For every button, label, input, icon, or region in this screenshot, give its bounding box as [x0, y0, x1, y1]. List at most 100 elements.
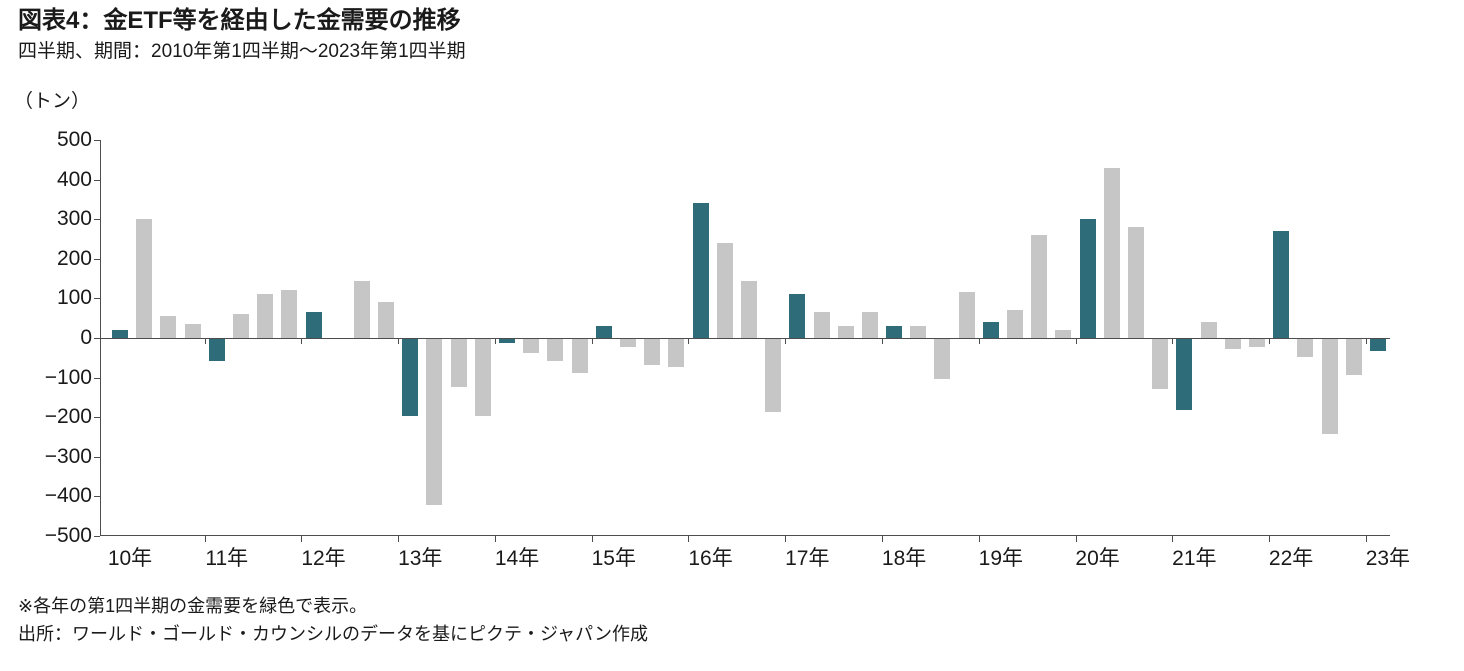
bar-y18-q4 [958, 292, 975, 338]
bar-y16-q3 [740, 280, 757, 338]
x-axis-year-tick [204, 535, 206, 542]
bar-y13-q1 [402, 339, 419, 417]
y-axis-tick [94, 219, 100, 221]
bar-y16-q1 [692, 203, 709, 338]
bar-y15-q2 [619, 339, 636, 347]
x-axis-year-tick [688, 535, 690, 542]
bar-y10-q2 [136, 219, 153, 338]
y-axis-tick [94, 298, 100, 300]
y-axis-tick [94, 377, 100, 379]
zero-line-year-tick [1365, 339, 1367, 344]
y-axis-tick [94, 456, 100, 458]
x-axis-year-tick [494, 535, 496, 542]
bar-y10-q1 [112, 330, 128, 338]
bar-y21-q3 [1224, 339, 1241, 349]
bar-y19-q4 [1055, 330, 1072, 338]
chart-title: 図表4：金ETF等を経由した金需要の推移 [18, 7, 461, 34]
footnote: ※各年の第1四半期の金需要を緑色で表示。 [18, 596, 368, 616]
x-axis-year-tick [978, 535, 980, 542]
x-axis-tick-label: 18年 [881, 547, 927, 570]
bar-y20-q3 [1127, 227, 1144, 338]
bar-y12-q4 [378, 302, 395, 338]
bar-y20-q2 [1103, 167, 1120, 338]
y-axis-tick-label: 0 [80, 326, 92, 349]
y-axis-tick-label: −200 [44, 405, 92, 429]
x-axis-year-tick [1269, 535, 1271, 542]
zero-line-year-tick [591, 339, 593, 344]
zero-line-year-tick [204, 339, 206, 344]
x-axis-year-tick [1075, 535, 1077, 542]
y-axis-tick-label: 400 [56, 167, 92, 191]
bar-y21-q4 [1248, 339, 1265, 347]
x-axis-line [100, 535, 1390, 536]
y-axis-tick [94, 338, 100, 339]
x-axis-tick-label: 10年 [107, 547, 153, 570]
bar-y13-q3 [450, 339, 467, 387]
x-axis-tick-label: 11年 [205, 547, 249, 570]
bar-y12-q3 [353, 280, 370, 338]
y-axis-tick-label: 100 [56, 286, 92, 310]
y-axis-tick-label: −400 [44, 484, 92, 508]
zero-line-year-tick [301, 339, 303, 344]
zero-line-year-tick [1075, 339, 1077, 344]
bar-y21-q1 [1176, 339, 1193, 411]
y-axis-tick [94, 536, 100, 537]
bar-y11-q4 [281, 290, 298, 338]
source-note: 出所：ワールド・ゴールド・カウンシルのデータを基にピクテ・ジャパン作成 [18, 624, 648, 644]
y-axis-tick [94, 496, 100, 498]
bar-y19-q2 [1007, 310, 1024, 338]
bar-y13-q4 [474, 339, 491, 417]
bar-y16-q2 [716, 242, 733, 338]
bar-y19-q1 [982, 322, 999, 338]
zero-axis-line [100, 338, 1390, 339]
y-axis-tick [94, 140, 100, 141]
x-axis-tick-label: 14年 [494, 547, 540, 570]
bar-y17-q2 [813, 312, 830, 338]
bar-y15-q4 [668, 339, 685, 367]
x-axis-year-tick [301, 535, 303, 542]
bar-y11-q1 [208, 339, 225, 361]
y-axis-tick-labels: 500 400 300 200 100 0 −100 −200 −300 −400 −500 [0, 128, 92, 547]
y-axis-unit-label: （トン） [14, 91, 91, 112]
x-axis-year-tick [881, 535, 883, 542]
x-axis-year-tick [591, 535, 593, 542]
x-axis-tick-label: 13年 [398, 547, 443, 570]
zero-line-year-tick [1269, 339, 1271, 344]
bar-y11-q2 [232, 314, 249, 338]
x-axis-tick-label: 23年 [1365, 547, 1411, 570]
bar-y18-q2 [910, 326, 927, 338]
bar-y13-q2 [426, 339, 443, 506]
zero-line-year-tick [881, 339, 883, 344]
bar-y22-q2 [1297, 339, 1314, 357]
bar-y16-q4 [765, 339, 782, 413]
bar-y18-q1 [886, 326, 903, 338]
bar-y14-q2 [523, 339, 540, 353]
bar-y19-q3 [1031, 235, 1048, 338]
x-axis-tick-label: 20年 [1075, 547, 1120, 570]
bar-y11-q3 [257, 294, 274, 338]
bar-y14-q1 [499, 339, 516, 343]
x-axis-year-tick [785, 535, 787, 542]
y-axis-tick-label: −100 [44, 365, 92, 389]
bar-y21-q2 [1200, 322, 1217, 338]
bar-y10-q4 [184, 324, 201, 338]
bar-y22-q1 [1273, 231, 1290, 338]
x-axis-year-tick [1172, 535, 1174, 542]
zero-line-year-tick [398, 339, 400, 344]
x-axis-tick-label: 15年 [591, 547, 636, 570]
y-axis-tick-label: −500 [44, 524, 92, 547]
bar-y17-q4 [861, 312, 878, 338]
y-axis-tick-label: −300 [44, 444, 92, 468]
bar-y14-q3 [547, 339, 564, 361]
x-axis-year-tick [1365, 535, 1367, 542]
zero-line-year-tick [785, 339, 787, 344]
bar-y10-q3 [160, 316, 177, 338]
bar-y15-q3 [644, 339, 661, 365]
zero-line-year-tick [978, 339, 980, 344]
bar-y20-q4 [1152, 339, 1169, 389]
bar-y15-q1 [595, 326, 612, 338]
y-axis-tick-label: 500 [56, 128, 92, 151]
bar-y17-q3 [837, 326, 854, 338]
x-axis-tick-label: 19年 [978, 547, 1023, 570]
bar-y18-q3 [934, 339, 951, 379]
